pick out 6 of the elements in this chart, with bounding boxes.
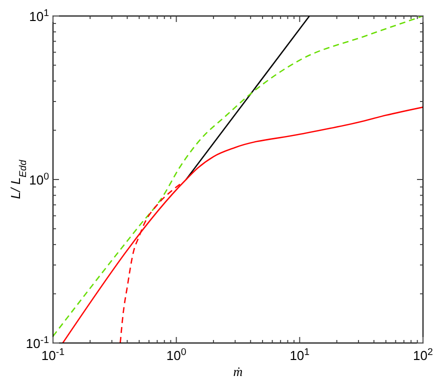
x-tick-label: 10$^{1}$ — [290, 346, 310, 363]
x-tick-label: 10$^{2}$ — [413, 346, 433, 363]
y-tick-label: 10$^{1}$ — [29, 8, 49, 24]
y-tick-label: 10$^{0}$ — [29, 171, 50, 188]
x-axis-title: ṁ — [233, 364, 243, 379]
x-tick-label: 10$^{0}$ — [166, 346, 187, 363]
